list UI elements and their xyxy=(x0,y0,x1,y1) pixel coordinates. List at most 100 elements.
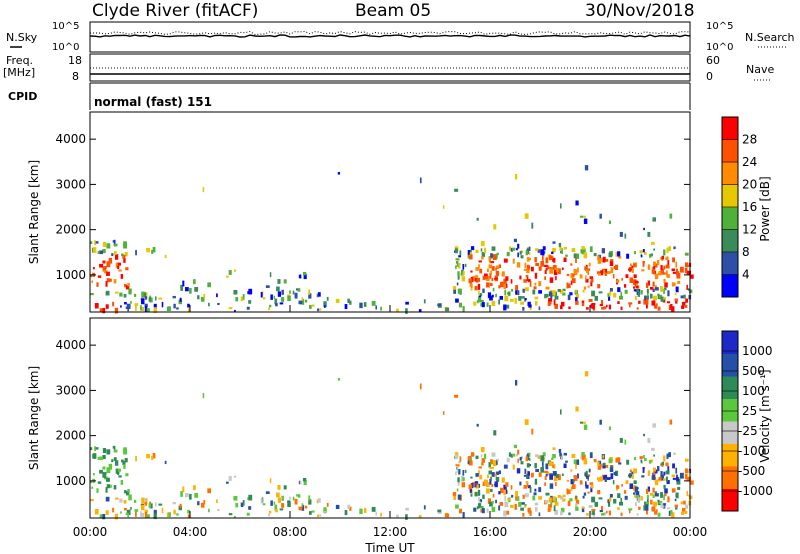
velocity-cell xyxy=(349,506,352,511)
velocity-cell xyxy=(501,477,505,483)
power-cell xyxy=(500,281,504,288)
velocity-cell xyxy=(166,512,169,517)
velocity-cell xyxy=(569,498,573,502)
velocity-cell xyxy=(504,495,507,502)
velocity-cell xyxy=(633,480,637,485)
velocity-cell xyxy=(488,462,491,468)
velocity-cell xyxy=(612,480,615,485)
power-cell xyxy=(660,286,663,292)
power-cell xyxy=(527,265,530,270)
velocity-cell xyxy=(665,476,668,482)
velocity-cell xyxy=(547,508,551,512)
power-cell xyxy=(304,299,308,303)
power-cell xyxy=(613,266,617,270)
velocity-cell xyxy=(548,461,553,467)
velocity-cell xyxy=(674,504,678,508)
power-cell xyxy=(517,243,520,249)
velocity-cell xyxy=(120,511,122,514)
nsearch-label: N.Search xyxy=(745,31,795,44)
velocity-cell xyxy=(445,513,450,518)
power-cell xyxy=(161,301,164,308)
velocity-cell xyxy=(531,428,534,435)
power-cell xyxy=(311,304,315,307)
power-cell xyxy=(558,242,562,247)
velocity-cell xyxy=(597,467,602,470)
velocity-cell xyxy=(602,455,605,459)
power-cell xyxy=(634,295,637,301)
power-cell xyxy=(640,289,643,295)
velocity-cell xyxy=(643,505,647,511)
power-cell xyxy=(554,291,557,297)
power-cell xyxy=(96,282,99,287)
velocity-cell xyxy=(615,457,618,463)
power-cell xyxy=(652,217,657,222)
power-cell xyxy=(480,240,485,247)
velocity-cell xyxy=(478,466,482,469)
velocity-cell xyxy=(484,479,489,485)
velocity-cell xyxy=(591,509,595,515)
velocity-cell xyxy=(396,514,399,519)
power-cell xyxy=(565,254,568,257)
velocity-cell xyxy=(112,446,115,449)
power-cell xyxy=(552,258,554,262)
power-cell xyxy=(112,301,115,307)
velocity-cell xyxy=(575,506,579,511)
velocity-cell xyxy=(526,474,529,478)
velocity-cell xyxy=(375,511,377,516)
velocity-cell xyxy=(498,505,501,511)
velocity-cell xyxy=(660,471,663,476)
velocity-cell xyxy=(624,495,628,500)
power-cell xyxy=(602,249,605,253)
power-cell xyxy=(478,264,480,269)
velocity-cell xyxy=(207,488,211,494)
power-cell xyxy=(575,253,580,259)
power-cell xyxy=(572,273,575,277)
power-cell xyxy=(518,295,522,301)
power-cell xyxy=(287,295,291,302)
power-cell xyxy=(549,277,554,283)
power-cell xyxy=(562,288,566,292)
power-cell xyxy=(608,220,612,225)
nsky-tick-low: 10^0 xyxy=(52,42,79,53)
power-cell xyxy=(484,273,489,279)
power-cell xyxy=(640,254,643,258)
velocity-cell xyxy=(646,494,649,500)
velocity-cell xyxy=(633,492,636,495)
power-cell xyxy=(575,300,579,305)
power-cell xyxy=(590,303,593,308)
power-cell xyxy=(173,303,176,309)
freq-tick-low: 8 xyxy=(72,70,79,83)
power-cell xyxy=(661,255,664,260)
power-cell xyxy=(94,240,96,246)
power-cell xyxy=(567,294,571,301)
power-cell xyxy=(202,187,205,193)
power-cell xyxy=(544,270,547,275)
power-cell xyxy=(520,301,524,305)
velocity-cell xyxy=(686,490,688,497)
power-cell xyxy=(650,253,653,257)
velocity-cell xyxy=(216,499,218,504)
power-cell xyxy=(459,250,462,256)
velocity-cell xyxy=(482,494,485,499)
power-cell xyxy=(335,298,340,304)
velocity-cell xyxy=(161,507,164,514)
velocity-cell xyxy=(472,482,476,488)
power-cell xyxy=(552,248,556,253)
power-cell xyxy=(474,277,477,282)
velocity-cell xyxy=(669,419,673,425)
velocity-cell xyxy=(535,469,540,473)
power-cell xyxy=(579,215,583,218)
power-cell xyxy=(604,258,609,262)
power-colorbar-tick-label: 8 xyxy=(742,245,750,259)
power-cell xyxy=(92,267,95,270)
velocity-cell xyxy=(294,498,298,505)
velocity-cell xyxy=(92,473,95,476)
power-cell xyxy=(487,292,492,299)
power-cell xyxy=(462,264,465,270)
power-cell xyxy=(672,271,677,274)
velocity-cell xyxy=(645,501,649,506)
velocity-cell xyxy=(650,459,653,463)
velocity-cell xyxy=(579,480,583,485)
power-cell xyxy=(685,298,689,303)
velocity-cell xyxy=(663,478,666,481)
